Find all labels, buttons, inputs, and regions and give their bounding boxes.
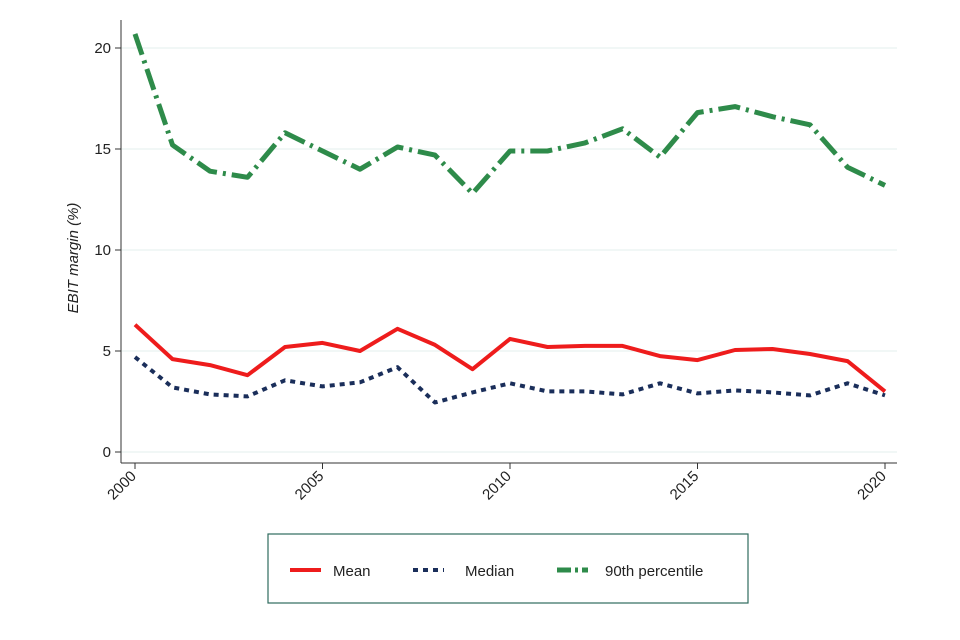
- data-point: [883, 389, 887, 393]
- x-tick-label: 2000: [104, 468, 140, 504]
- data-point: [508, 337, 512, 341]
- data-point: [171, 385, 175, 389]
- data-point: [283, 131, 287, 135]
- data-point: [321, 149, 325, 153]
- axes: [120, 20, 897, 464]
- data-point: [508, 381, 512, 385]
- legend-label: Mean: [333, 563, 371, 580]
- data-point: [546, 389, 550, 393]
- series-median: [133, 355, 887, 405]
- y-axis-title: EBIT margin (%): [65, 203, 82, 314]
- data-point: [808, 393, 812, 397]
- data-point: [696, 358, 700, 362]
- series-line: [132, 33, 887, 196]
- legend: Mean Median 90th percentile: [267, 533, 749, 604]
- data-point: [696, 111, 700, 115]
- data-point: [583, 389, 587, 393]
- data-point: [171, 357, 175, 361]
- data-point: [583, 344, 587, 348]
- data-point: [283, 345, 287, 349]
- legend-box: [267, 533, 749, 604]
- data-point: [546, 345, 550, 349]
- data-point: [396, 365, 400, 369]
- x-tick-label: 2005: [292, 468, 328, 504]
- data-point: [133, 355, 137, 359]
- data-point: [733, 105, 737, 109]
- data-point: [246, 394, 250, 398]
- data-point: [846, 165, 850, 169]
- data-point: [583, 141, 587, 145]
- data-point: [621, 127, 625, 131]
- x-tick-label: 2010: [479, 468, 515, 504]
- y-ticks: 0 5 10 15 20: [94, 40, 121, 461]
- series-mean: [133, 323, 887, 393]
- y-tick-label: 15: [94, 141, 111, 158]
- data-point: [883, 183, 887, 187]
- legend-label: Median: [465, 563, 514, 580]
- data-point: [471, 390, 475, 394]
- series-90th-percentile: [132, 32, 887, 196]
- data-point: [846, 359, 850, 363]
- data-point: [321, 341, 325, 345]
- data-point: [771, 347, 775, 351]
- x-tick-label: 2020: [854, 468, 890, 504]
- data-point: [658, 354, 662, 358]
- legend-items: Mean Median 90th percentile: [290, 563, 703, 580]
- legend-item-mean: Mean: [290, 563, 371, 580]
- data-point: [808, 352, 812, 356]
- data-point: [246, 373, 250, 377]
- data-point: [846, 381, 850, 385]
- data-point: [208, 392, 212, 396]
- data-point: [358, 380, 362, 384]
- y-tick-label: 0: [103, 444, 111, 461]
- data-point: [358, 349, 362, 353]
- data-point: [508, 149, 512, 153]
- data-point: [621, 392, 625, 396]
- series-line: [133, 323, 887, 393]
- series-line: [133, 355, 886, 405]
- data-point: [133, 323, 137, 327]
- data-point: [771, 115, 775, 119]
- data-point: [396, 145, 400, 149]
- series-lines: [132, 32, 887, 405]
- data-point: [358, 167, 362, 171]
- data-point: [433, 401, 437, 405]
- data-point: [471, 191, 475, 195]
- data-point: [208, 169, 212, 173]
- data-point: [733, 348, 737, 352]
- data-point: [433, 343, 437, 347]
- data-point: [733, 388, 737, 392]
- legend-item-90th-percentile: 90th percentile: [557, 563, 703, 580]
- data-point: [883, 393, 887, 397]
- data-point: [696, 391, 700, 395]
- data-point: [621, 344, 625, 348]
- data-point: [546, 149, 550, 153]
- y-tick-label: 20: [94, 40, 111, 57]
- data-point: [283, 378, 287, 382]
- data-point: [433, 153, 437, 157]
- data-point: [321, 384, 325, 388]
- data-point: [171, 143, 175, 147]
- legend-item-median: Median: [413, 563, 514, 580]
- y-tick-label: 5: [103, 343, 111, 360]
- data-point: [808, 123, 812, 127]
- data-point: [658, 381, 662, 385]
- data-point: [658, 155, 662, 159]
- data-point: [246, 175, 250, 179]
- legend-label: 90th percentile: [605, 563, 703, 580]
- x-ticks: 2000 2005 2010 2015 2020: [104, 463, 890, 503]
- data-point: [133, 32, 137, 36]
- data-point: [471, 367, 475, 371]
- y-tick-label: 10: [94, 242, 111, 259]
- data-point: [771, 390, 775, 394]
- data-point: [208, 363, 212, 367]
- x-tick-label: 2015: [667, 468, 703, 504]
- data-point: [396, 327, 400, 331]
